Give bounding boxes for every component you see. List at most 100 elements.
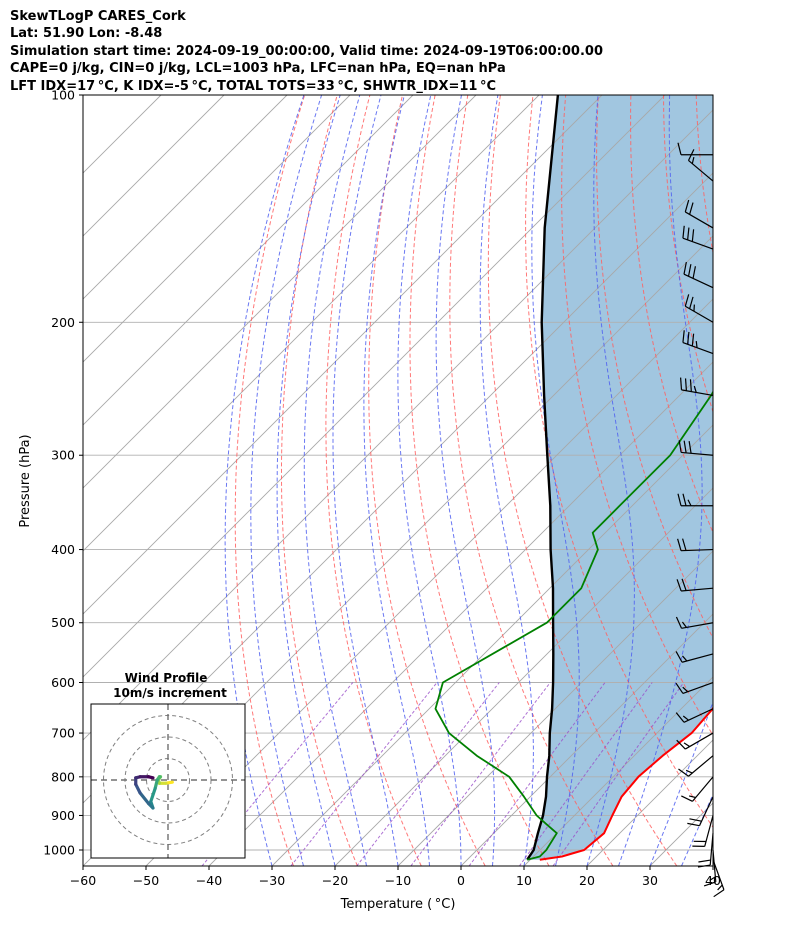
hodograph-segment bbox=[147, 775, 155, 780]
isotherm bbox=[83, 95, 225, 237]
barb-staff bbox=[704, 815, 714, 847]
barb-feather bbox=[687, 822, 700, 827]
y-tick-label: 700 bbox=[51, 726, 75, 741]
y-tick-label: 100 bbox=[51, 88, 75, 103]
chart-header: SkewTLogP CARES_Cork Lat: 51.90 Lon: -8.… bbox=[10, 8, 603, 95]
barb-feather bbox=[682, 715, 689, 721]
stability-line: CAPE=0 j/kg, CIN=0 j/kg, LCL=1003 hPa, L… bbox=[10, 61, 506, 77]
hodograph-segment bbox=[134, 782, 142, 795]
moist-adiabat bbox=[618, 95, 703, 866]
x-tick-label: 30 bbox=[642, 873, 658, 888]
x-tick-label: −20 bbox=[322, 873, 348, 888]
barb-staff bbox=[691, 776, 714, 802]
hodograph-plot bbox=[91, 704, 245, 858]
isotherm bbox=[460, 613, 713, 866]
wind-barb bbox=[692, 815, 714, 847]
barb-feather bbox=[689, 818, 702, 822]
dry-adiabat bbox=[368, 95, 486, 866]
dry-adiabat bbox=[729, 95, 794, 866]
dry-adiabat bbox=[234, 95, 306, 866]
barb-feather bbox=[691, 333, 695, 347]
isotherm bbox=[776, 95, 794, 866]
dry-adiabat bbox=[596, 95, 713, 640]
barb-staff bbox=[688, 755, 714, 777]
barb-staff bbox=[684, 211, 714, 229]
dry-adiabat bbox=[487, 95, 678, 866]
hodograph-segment bbox=[138, 791, 151, 806]
barb-feather bbox=[689, 379, 692, 392]
barb-staff bbox=[684, 732, 714, 750]
isotherm bbox=[712, 865, 713, 866]
barb-feather bbox=[693, 385, 697, 393]
barb-staff bbox=[681, 622, 714, 629]
barb-staff bbox=[688, 159, 714, 182]
barb-staff bbox=[712, 849, 717, 882]
barb-feather bbox=[681, 795, 693, 802]
wind-barb bbox=[675, 651, 714, 663]
barb-feather bbox=[692, 266, 697, 279]
x-tick-label: −30 bbox=[259, 873, 285, 888]
wind-barb bbox=[677, 142, 713, 156]
isotherm bbox=[83, 95, 477, 489]
barb-feather bbox=[685, 769, 693, 774]
hodograph-inset: Wind Profile 10m/s increment bbox=[90, 671, 246, 859]
wind-barb bbox=[681, 776, 714, 802]
wind-barb bbox=[677, 493, 713, 507]
dry-adiabat bbox=[325, 95, 422, 866]
wind-barb bbox=[676, 732, 714, 750]
time-line: Simulation start time: 2024-09-19_00:00:… bbox=[10, 43, 603, 59]
wind-barb bbox=[687, 796, 714, 827]
wind-barb bbox=[677, 538, 714, 552]
barb-feather bbox=[695, 340, 698, 348]
isotherm bbox=[83, 95, 414, 426]
dry-adiabat bbox=[409, 95, 550, 866]
moist-adiabat bbox=[250, 95, 323, 866]
x-tick-label: −10 bbox=[385, 873, 411, 888]
isotherm bbox=[271, 424, 713, 866]
barb-feather bbox=[689, 202, 694, 215]
chart-title: SkewTLogP CARES_Cork bbox=[10, 9, 186, 24]
sounding-traces bbox=[434, 95, 713, 861]
wind-barb bbox=[678, 440, 714, 456]
barb-feather bbox=[683, 261, 687, 275]
wind-barb bbox=[682, 225, 714, 250]
parcel-profile-line bbox=[526, 95, 560, 861]
wind-barb bbox=[675, 616, 714, 629]
barb-feather bbox=[682, 655, 688, 662]
barb-staff bbox=[681, 653, 714, 663]
moist-adiabat bbox=[303, 95, 367, 866]
dewpoint-line bbox=[434, 390, 713, 861]
barb-feather bbox=[680, 377, 683, 390]
moist-adiabat bbox=[712, 864, 713, 866]
wind-barb bbox=[678, 755, 714, 777]
barb-feather bbox=[709, 876, 716, 881]
wind-barb bbox=[697, 833, 714, 868]
mixing-ratio-line bbox=[518, 682, 653, 866]
barb-staff bbox=[681, 587, 714, 592]
wind-barb bbox=[675, 708, 714, 723]
moist-adiabat bbox=[276, 95, 341, 866]
barb-feather bbox=[675, 651, 683, 663]
isotherm bbox=[83, 95, 288, 300]
barb-staff bbox=[709, 833, 714, 866]
moist-adiabat bbox=[363, 95, 430, 866]
diagram-background bbox=[83, 95, 794, 866]
x-axis-label: Temperature ( °C) bbox=[340, 897, 456, 912]
barb-feather bbox=[675, 712, 685, 723]
barb-staff bbox=[683, 708, 714, 723]
location-line: Lat: 51.90 Lon: -8.48 bbox=[10, 26, 163, 42]
y-tick-label: 300 bbox=[51, 448, 75, 463]
barb-staff bbox=[684, 305, 714, 323]
barb-feather bbox=[687, 227, 690, 240]
dry-adiabat bbox=[281, 95, 358, 866]
wind-barb bbox=[684, 199, 714, 229]
barb-feather bbox=[682, 686, 689, 693]
wind-barb bbox=[675, 681, 714, 695]
barb-feather bbox=[682, 330, 685, 343]
x-tick-label: −40 bbox=[196, 873, 222, 888]
barb-staff bbox=[683, 273, 714, 289]
moist-adiabat bbox=[332, 95, 399, 866]
barb-feather bbox=[675, 616, 683, 629]
barb-feather bbox=[676, 579, 682, 592]
dry-adiabat bbox=[761, 95, 794, 866]
